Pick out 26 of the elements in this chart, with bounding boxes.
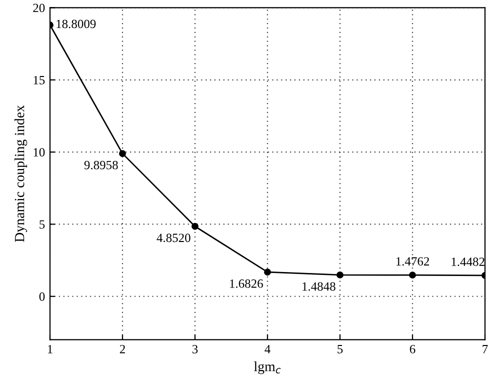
x-tick-label: 1	[48, 344, 52, 354]
x-tick-label: 3	[192, 344, 198, 354]
x-tick-label: 5	[338, 345, 343, 354]
y-tick-label: 0	[39, 292, 45, 301]
y-tick-label: 10	[34, 148, 45, 157]
text: 4.8520	[156, 234, 190, 242]
x-tick-label: 4	[264, 344, 270, 354]
text: 18.8009	[56, 20, 96, 28]
point	[264, 268, 271, 276]
text: 1.6826	[230, 279, 263, 288]
y-tick-label: 5	[40, 220, 45, 229]
text: 1.4482	[452, 258, 484, 266]
x-tick-label: 7	[482, 345, 488, 354]
point	[336, 271, 344, 278]
text: 9.8958	[84, 160, 118, 170]
point	[119, 150, 126, 158]
y-tick-label: 20	[33, 4, 45, 12]
point	[409, 272, 416, 279]
point	[192, 222, 198, 230]
y-axis-title: Dynamic coupling index	[14, 105, 28, 242]
y-tick-label: 15	[34, 76, 45, 84]
x-tick-label: 2	[120, 344, 125, 354]
text: 1.4762	[396, 257, 429, 266]
text: 1.4848	[302, 282, 336, 291]
x-axis-title: lgm$_{c}$	[254, 361, 281, 374]
x-tick-label: 6	[410, 344, 416, 354]
